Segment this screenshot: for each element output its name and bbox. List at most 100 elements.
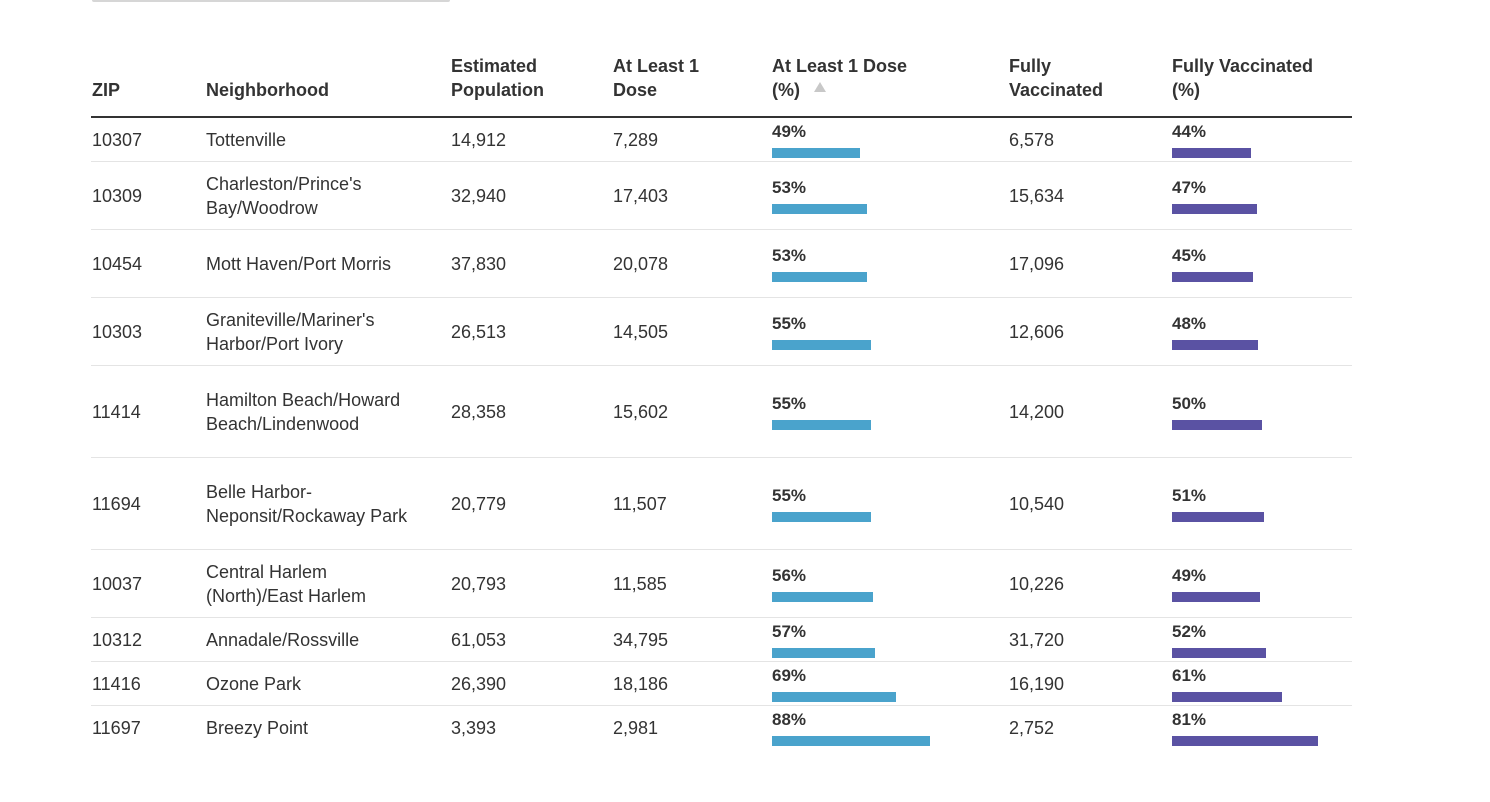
cell-population: 26,513 bbox=[451, 321, 507, 342]
header-at-least-1-dose[interactable]: At Least 1 Dose bbox=[613, 56, 700, 100]
cell-fully-vaccinated: 6,578 bbox=[1009, 129, 1055, 150]
cell-fully-vaccinated: 10,226 bbox=[1009, 573, 1065, 594]
cell-zip: 10454 bbox=[92, 253, 143, 274]
pct-label: 56% bbox=[772, 565, 807, 585]
cell-at-least-1-dose-pct: 56% bbox=[772, 566, 873, 602]
pct-label: 55% bbox=[772, 393, 807, 413]
cell-zip: 11414 bbox=[92, 401, 141, 422]
header-estimated-population[interactable]: Estimated Population bbox=[451, 56, 544, 100]
cell-zip: 10309 bbox=[92, 185, 143, 206]
cell-fully-vaccinated-pct: 52% bbox=[1172, 622, 1266, 658]
dose-pct-bar bbox=[772, 147, 860, 158]
cell-at-least-1-dose: 2,981 bbox=[613, 717, 659, 738]
table-row: 10312 Annadale/Rossville 61,053 34,795 31,72… bbox=[91, 618, 1352, 662]
table-row: 10309 Charleston/Prince's Bay/Woodrow 32,9… bbox=[91, 162, 1352, 230]
fully-pct-bar bbox=[1172, 735, 1318, 746]
cell-neighborhood: Charleston/Prince's Bay/Woodrow bbox=[206, 173, 362, 218]
table-row: 10454 Mott Haven/Port Morris 37,830 20,078 1… bbox=[91, 230, 1352, 298]
cell-population: 32,940 bbox=[451, 185, 507, 206]
cell-neighborhood: Ozone Park bbox=[206, 673, 302, 694]
table-row: 11414 Hamilton Beach/Howard Beach/Lindenw… bbox=[91, 366, 1352, 458]
pct-label: 55% bbox=[772, 313, 807, 333]
pct-label: 53% bbox=[772, 245, 807, 265]
dose-pct-bar bbox=[772, 271, 867, 282]
table-row: 11416 Ozone Park 26,390 18,186 16,190 69% 61% bbox=[91, 662, 1352, 706]
pct-label: 49% bbox=[1172, 565, 1207, 585]
cell-zip: 11416 bbox=[92, 673, 141, 694]
search-field-edge[interactable] bbox=[92, 0, 450, 2]
table-row: 11697 Breezy Point 3,393 2,981 2,752 88% 81% bbox=[91, 706, 1352, 749]
fully-pct-bar bbox=[1172, 647, 1266, 658]
cell-at-least-1-dose: 17,403 bbox=[613, 185, 669, 206]
sort-ascending-icon[interactable] bbox=[814, 82, 826, 92]
cell-fully-vaccinated: 15,634 bbox=[1009, 185, 1065, 206]
cell-fully-vaccinated-pct: 45% bbox=[1172, 246, 1253, 282]
dose-pct-bar bbox=[772, 591, 873, 602]
cell-at-least-1-dose: 11,507 bbox=[613, 493, 667, 514]
cell-fully-vaccinated-pct: 44% bbox=[1172, 122, 1251, 158]
cell-population: 61,053 bbox=[451, 629, 507, 650]
cell-at-least-1-dose-pct: 53% bbox=[772, 178, 867, 214]
cell-population: 3,393 bbox=[451, 717, 497, 738]
pct-label: 81% bbox=[1172, 709, 1207, 729]
cell-at-least-1-dose-pct: 53% bbox=[772, 246, 867, 282]
pct-label: 48% bbox=[1172, 313, 1207, 333]
pct-label: 49% bbox=[772, 121, 807, 141]
cell-population: 28,358 bbox=[451, 401, 507, 422]
cell-population: 20,793 bbox=[451, 573, 507, 594]
dose-pct-bar bbox=[772, 735, 930, 746]
dose-pct-bar bbox=[772, 203, 867, 214]
dose-pct-bar bbox=[772, 691, 896, 702]
cell-at-least-1-dose-pct: 55% bbox=[772, 314, 871, 350]
cell-at-least-1-dose: 18,186 bbox=[613, 673, 669, 694]
header-zip[interactable]: ZIP bbox=[92, 80, 121, 100]
cell-fully-vaccinated: 10,540 bbox=[1009, 493, 1065, 514]
fully-pct-bar bbox=[1172, 147, 1251, 158]
pct-label: 45% bbox=[1172, 245, 1207, 265]
cell-neighborhood: Mott Haven/Port Morris bbox=[206, 253, 392, 274]
cell-fully-vaccinated-pct: 81% bbox=[1172, 710, 1318, 746]
pct-label: 55% bbox=[772, 485, 807, 505]
header-neighborhood[interactable]: Neighborhood bbox=[206, 80, 329, 100]
cell-fully-vaccinated-pct: 51% bbox=[1172, 486, 1264, 522]
cell-zip: 11694 bbox=[92, 493, 141, 514]
cell-fully-vaccinated-pct: 61% bbox=[1172, 666, 1282, 702]
cell-zip: 11697 bbox=[92, 717, 141, 738]
header-fully-vaccinated[interactable]: Fully Vaccinated bbox=[1009, 56, 1104, 100]
cell-fully-vaccinated-pct: 50% bbox=[1172, 394, 1262, 430]
cell-fully-vaccinated: 17,096 bbox=[1009, 253, 1065, 274]
cell-neighborhood: Tottenville bbox=[206, 129, 287, 150]
fully-pct-bar bbox=[1172, 419, 1262, 430]
fully-pct-bar bbox=[1172, 271, 1253, 282]
fully-pct-bar bbox=[1172, 203, 1257, 214]
cell-at-least-1-dose: 34,795 bbox=[613, 629, 669, 650]
pct-label: 52% bbox=[1172, 621, 1207, 641]
dose-pct-bar bbox=[772, 339, 871, 350]
table-row: 10307 Tottenville 14,912 7,289 6,578 49% 44% bbox=[91, 118, 1352, 162]
cell-zip: 10037 bbox=[92, 573, 143, 594]
cell-neighborhood: Hamilton Beach/Howard Beach/Lindenwood bbox=[206, 389, 401, 434]
fully-pct-bar bbox=[1172, 339, 1258, 350]
cell-at-least-1-dose-pct: 49% bbox=[772, 122, 860, 158]
cell-at-least-1-dose: 15,602 bbox=[613, 401, 669, 422]
cell-population: 37,830 bbox=[451, 253, 507, 274]
header-at-least-1-dose-pct[interactable]: At Least 1 Dose (%) bbox=[772, 56, 908, 100]
cell-fully-vaccinated: 2,752 bbox=[1009, 717, 1055, 738]
cell-at-least-1-dose-pct: 69% bbox=[772, 666, 896, 702]
table-row: 11694 Belle Harbor-Neponsit/Rockaway Park… bbox=[91, 458, 1352, 550]
header-fully-vaccinated-pct[interactable]: Fully Vaccinated (%) bbox=[1172, 56, 1314, 100]
cell-zip: 10303 bbox=[92, 321, 143, 342]
cell-fully-vaccinated-pct: 49% bbox=[1172, 566, 1260, 602]
dose-pct-bar bbox=[772, 511, 871, 522]
pct-label: 69% bbox=[772, 665, 807, 685]
cell-fully-vaccinated: 31,720 bbox=[1009, 629, 1065, 650]
cell-zip: 10312 bbox=[92, 629, 143, 650]
cell-population: 26,390 bbox=[451, 673, 507, 694]
pct-label: 61% bbox=[1172, 665, 1207, 685]
pct-label: 88% bbox=[772, 709, 807, 729]
cell-neighborhood: Breezy Point bbox=[206, 717, 309, 738]
cell-neighborhood: Central Harlem (North)/East Harlem bbox=[206, 561, 367, 606]
cell-fully-vaccinated-pct: 48% bbox=[1172, 314, 1258, 350]
cell-at-least-1-dose: 20,078 bbox=[613, 253, 669, 274]
cell-at-least-1-dose-pct: 55% bbox=[772, 486, 871, 522]
